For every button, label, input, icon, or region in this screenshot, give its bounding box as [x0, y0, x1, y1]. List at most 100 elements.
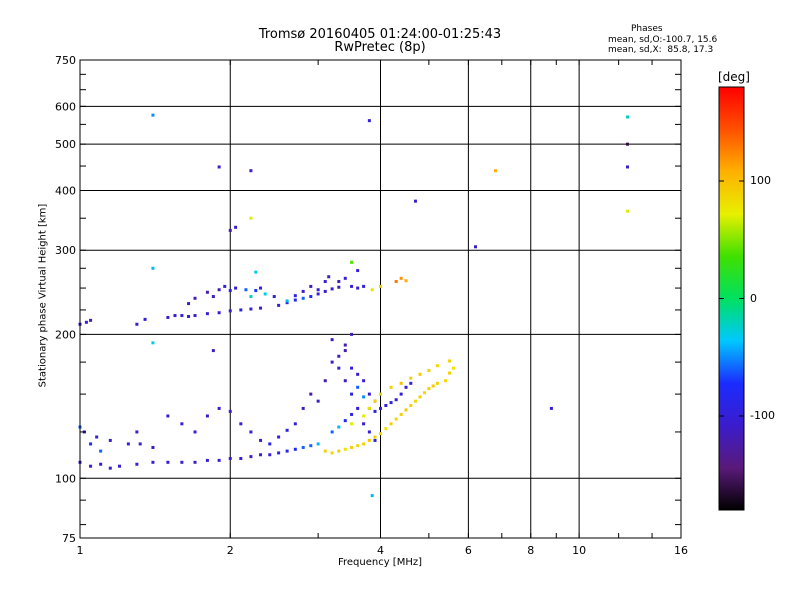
data-point: [205, 290, 209, 294]
data-point: [350, 412, 354, 416]
data-point: [399, 276, 403, 280]
data-point: [249, 295, 253, 299]
data-point: [337, 354, 341, 358]
data-point: [451, 366, 455, 370]
data-point: [350, 392, 354, 396]
data-point: [327, 275, 331, 279]
data-points-layer: [78, 113, 629, 498]
data-point: [180, 460, 184, 464]
colorbar-tick-label: 100: [750, 174, 771, 187]
data-point: [404, 408, 408, 412]
colorbar-tick-label: 0: [750, 291, 757, 305]
stats-x-mode: mean, sd,X: 85.8, 17.3: [608, 45, 714, 55]
data-point: [379, 392, 382, 396]
data-point: [228, 309, 232, 313]
data-point: [422, 391, 426, 395]
data-point: [323, 449, 327, 453]
colorbar-ticks-layer: [719, 180, 744, 417]
data-point: [173, 314, 177, 318]
data-point: [211, 295, 215, 299]
data-point: [343, 276, 347, 280]
data-point: [373, 435, 377, 439]
data-point: [217, 406, 221, 410]
data-point: [301, 289, 305, 293]
data-point: [228, 228, 232, 232]
data-point: [309, 284, 313, 288]
data-point: [418, 395, 422, 399]
data-point: [625, 209, 629, 213]
data-point: [285, 428, 289, 432]
x-tick-label: 10: [572, 544, 586, 557]
data-point: [350, 422, 354, 426]
data-point: [343, 379, 347, 383]
data-point: [444, 379, 448, 383]
data-point: [309, 392, 313, 396]
data-point: [211, 349, 215, 353]
data-point: [118, 464, 122, 468]
data-point: [362, 284, 366, 288]
data-point: [239, 308, 243, 312]
data-point: [330, 451, 334, 455]
data-point: [166, 414, 170, 418]
data-point: [367, 438, 371, 442]
data-point: [244, 288, 248, 292]
data-point: [187, 302, 191, 306]
data-point: [409, 403, 413, 407]
data-point: [337, 285, 341, 289]
data-point: [367, 119, 371, 123]
data-point: [343, 349, 347, 353]
y-tick-label: 200: [55, 328, 76, 341]
data-point: [89, 464, 93, 468]
data-point: [228, 289, 232, 293]
data-point: [205, 458, 209, 462]
data-point: [367, 406, 371, 410]
data-point: [143, 317, 147, 321]
data-point: [625, 142, 629, 146]
x-tick-label: 2: [227, 544, 234, 557]
data-point: [399, 412, 403, 416]
data-point: [413, 199, 417, 203]
data-point: [356, 269, 360, 273]
data-point: [384, 427, 388, 431]
x-axis-label: Frequency [MHz]: [337, 557, 423, 568]
data-point: [193, 314, 197, 318]
data-point: [343, 447, 347, 451]
data-point: [138, 442, 142, 446]
data-point: [389, 401, 393, 405]
data-point: [277, 435, 281, 439]
data-point: [259, 286, 263, 290]
data-point: [373, 438, 377, 442]
data-point: [316, 442, 320, 446]
data-point: [370, 494, 374, 498]
grid-layer: [80, 60, 681, 538]
data-point: [356, 286, 360, 290]
data-point: [394, 417, 398, 421]
data-point: [89, 442, 93, 446]
data-point: [350, 445, 354, 449]
data-point: [99, 449, 103, 453]
data-point: [301, 406, 305, 410]
data-point: [249, 307, 253, 311]
data-point: [356, 444, 360, 448]
data-point: [259, 453, 263, 457]
data-point: [399, 392, 403, 396]
x-tick-label: 4: [377, 544, 384, 557]
y-axis-label: Stationary phase Virtual Height [km]: [37, 203, 49, 388]
data-point: [108, 466, 112, 470]
data-point: [89, 318, 93, 322]
data-point: [223, 284, 227, 288]
data-point: [293, 294, 297, 298]
x-tick-label: 6: [465, 544, 472, 557]
data-point: [301, 296, 305, 300]
data-point: [316, 399, 320, 403]
data-point: [193, 460, 197, 464]
data-point: [187, 314, 191, 318]
data-point: [217, 458, 221, 462]
data-point: [316, 292, 320, 296]
y-tick-label: 750: [55, 54, 76, 67]
data-point: [217, 288, 221, 292]
data-point: [99, 462, 103, 466]
data-point: [217, 165, 221, 169]
data-point: [228, 456, 232, 460]
